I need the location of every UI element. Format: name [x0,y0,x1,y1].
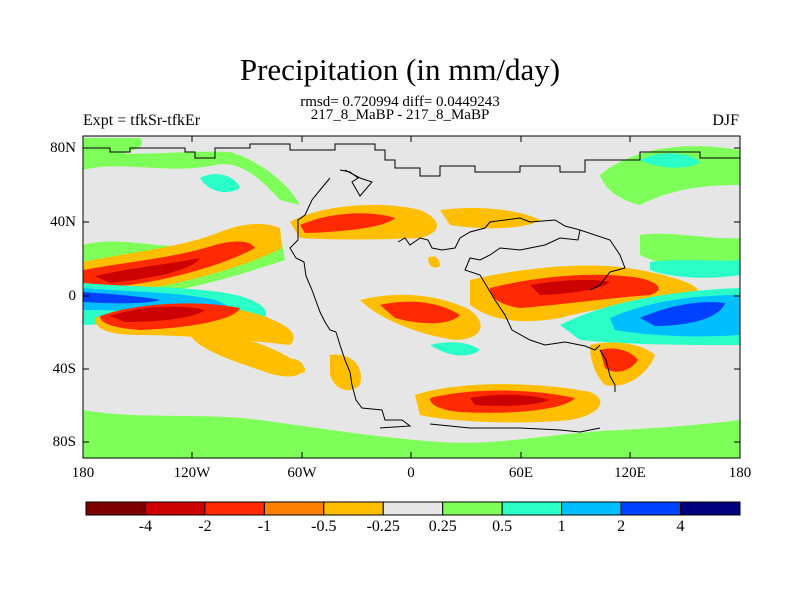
red-north-atlantic [300,213,395,233]
red-indian [380,301,460,324]
lon-tick-label: 120E [614,465,646,481]
plot-title: Precipitation (in mm/day) [239,52,561,87]
colorbar-swatch [85,501,146,516]
lon-tick-label: 120W [173,465,211,481]
lon-tick-label: 180 [71,465,95,481]
colorbar-swatch [263,501,325,516]
colorbar-label: 1 [557,518,566,535]
navy-eq-west [83,292,160,304]
experiment-label: Expt = tfkSr-tfkEr [83,112,201,129]
season-label: DJF [712,112,739,129]
colorbar-swatch [501,501,563,516]
colorbar-label: -0.5 [311,518,337,535]
darkred-trop-west [95,258,200,283]
colorbar-swatch [620,501,682,516]
red-aus [600,348,638,372]
colorbar-swatch [442,501,503,516]
colorbar-label: -4 [138,518,153,535]
green-southern-belt [83,410,740,458]
north-america-outline [289,169,373,333]
colorbar-swatch [680,501,741,516]
colorbar-label: 2 [617,518,626,535]
colorbar-label: -2 [198,518,212,535]
lon-tick-label: 60W [287,465,317,481]
colorbar-swatch [561,501,622,516]
australia-outline [599,349,616,392]
north-wet-band-east [600,146,740,205]
lon-tick-label: 0 [407,465,415,481]
cyan-indian [430,342,480,356]
orange-south-africa [330,354,361,391]
cyan-east-20n [650,260,740,278]
africa-eurasia-outline [397,217,601,351]
lat-tick-label: 80N [50,140,76,156]
lat-tick-label: 40N [50,214,76,230]
orange-pocket-2 [285,358,305,374]
colorbar [85,501,741,516]
north-wet-band [83,150,300,205]
colorbar-swatch [144,501,206,516]
darkred-southern-storm [470,394,550,406]
south-america-outline [335,331,412,429]
colorbar-label: 0.25 [428,518,457,535]
asia-east-outline [579,229,626,291]
map-ticks [83,136,740,458]
lon-tick-label: 180 [728,465,752,481]
antarctic-outline [429,423,601,433]
darkred-spcz [110,306,205,322]
colorbar-swatch [323,501,384,516]
lat-tick-label: 80S [52,434,76,450]
orange-pocket-1 [428,256,440,268]
orange-south-pac [190,334,305,377]
coastlines [83,143,740,433]
colorbar-label: 0.5 [492,518,513,535]
colorbar-label: -1 [257,518,272,535]
stats-line: rmsd= 0.720994 diff= 0.0449243 [300,94,500,110]
lon-tick-label: 60E [508,465,534,481]
darkred-east-trop [530,279,610,295]
precipitation-field [83,138,740,458]
orange-eurasia [440,208,540,229]
north-continent-outline [83,143,740,177]
lat-tick-label: 40S [52,361,76,377]
north-wet-band-west [83,138,142,158]
cyan-north-east [640,153,700,168]
colorbar-swatch [204,501,265,516]
plot-subtitle: 217_8_MaBP - 217_8_MaBP [310,107,490,123]
lat-tick-label: 0 [68,288,77,304]
cyan-north-pacific [200,174,240,193]
colorbar-label: 4 [676,518,685,535]
navy-east-eq [640,302,725,326]
colorbar-label: -0.25 [366,518,400,535]
colorbar-swatch [382,501,444,516]
